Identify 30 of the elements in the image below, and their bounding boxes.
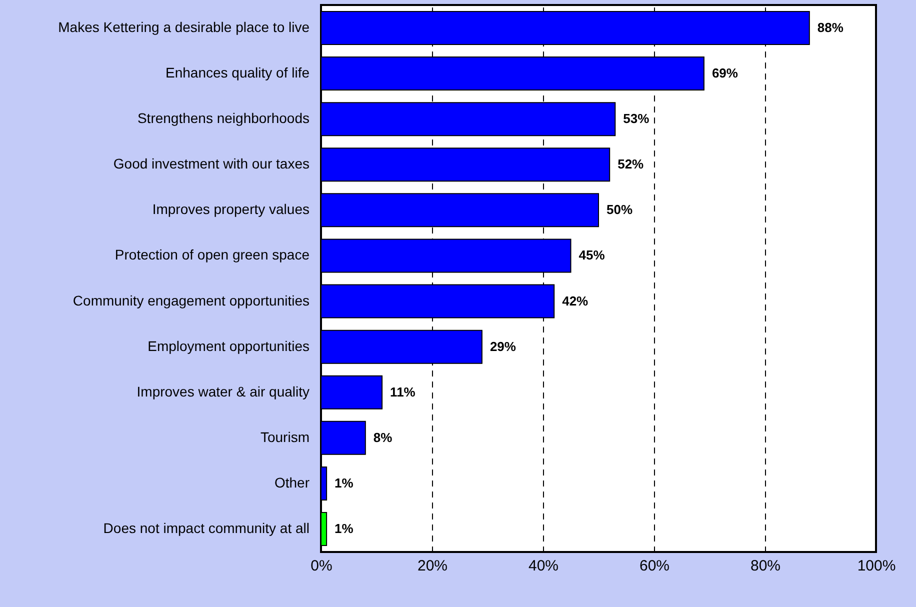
data-label: 50% bbox=[606, 202, 633, 218]
data-label: 8% bbox=[373, 430, 393, 445]
y-tick-label: Improves property values bbox=[152, 201, 310, 218]
x-tick-label: 0% bbox=[310, 558, 332, 574]
data-label: 69% bbox=[712, 66, 738, 81]
data-label: 45% bbox=[578, 248, 606, 263]
y-tick-label: Employment opportunities bbox=[148, 338, 310, 354]
y-tick-label: Does not impact community at all bbox=[103, 520, 310, 536]
data-label: 11% bbox=[390, 384, 416, 400]
y-tick-label: Tourism bbox=[260, 428, 310, 445]
y-tick-label: Community engagement opportunities bbox=[72, 292, 310, 308]
data-label: 1% bbox=[334, 521, 354, 536]
data-label: 1% bbox=[334, 475, 354, 490]
data-label: 53% bbox=[623, 111, 650, 126]
data-label: 42% bbox=[562, 293, 589, 308]
x-tick-label: 20% bbox=[417, 558, 448, 574]
y-tick-label: Enhances quality of life bbox=[166, 64, 310, 81]
x-tick-label: 100% bbox=[857, 558, 896, 574]
y-tick-label: Protection of open green space bbox=[114, 246, 310, 263]
y-tick-label: Other bbox=[274, 474, 310, 490]
y-tick-label: Improves water & air quality bbox=[136, 383, 310, 400]
data-label: 52% bbox=[618, 156, 644, 172]
y-tick-label: Makes Kettering a desirable place to live bbox=[58, 19, 310, 35]
y-tick-label: Strengthens neighborhoods bbox=[137, 110, 310, 126]
x-tick-label: 40% bbox=[528, 558, 559, 574]
data-label: 88% bbox=[817, 20, 844, 35]
data-label: 29% bbox=[490, 338, 516, 354]
x-tick-label: 80% bbox=[750, 558, 781, 574]
x-tick-label: 60% bbox=[639, 558, 670, 574]
y-tick-label: Good investment with our taxes bbox=[113, 156, 310, 172]
